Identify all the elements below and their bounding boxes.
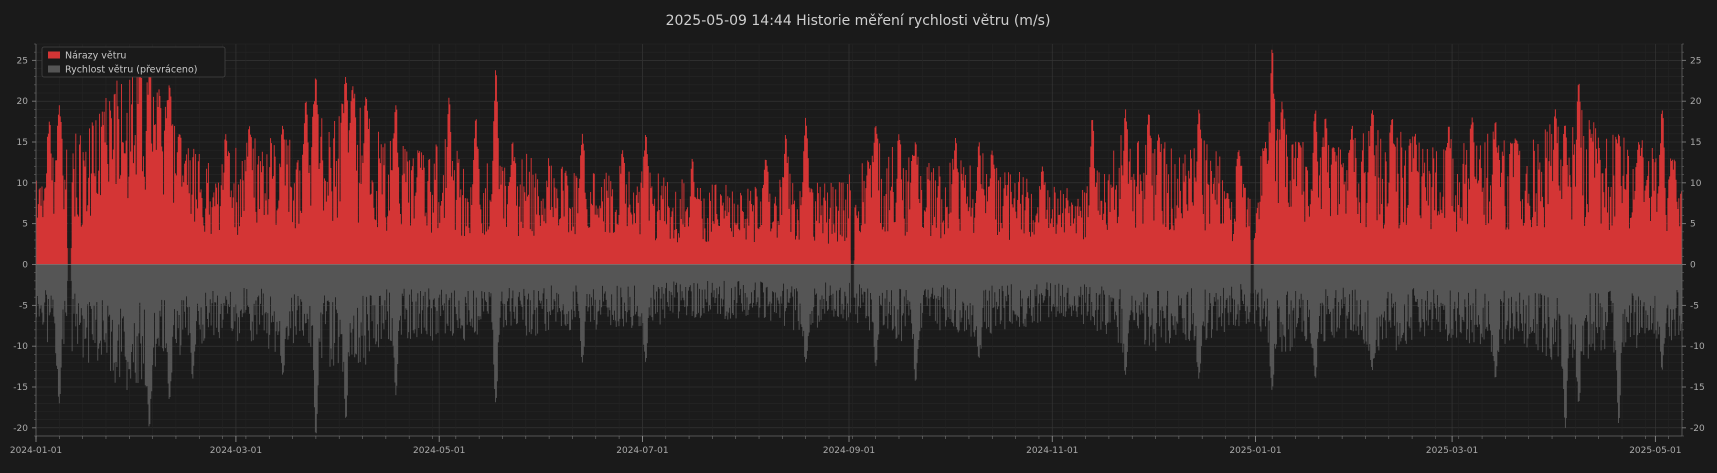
data-gap [67, 215, 71, 281]
y-tick-label: 10 [17, 179, 29, 189]
legend-label-gusts: Nárazy větru [65, 51, 126, 62]
x-tick-label: 2025-03-01 [1426, 446, 1478, 456]
y-tick-label: 0 [22, 261, 28, 271]
y-tick-label-right: -20 [1690, 424, 1705, 434]
y-tick-label-right: 15 [1690, 138, 1701, 148]
x-tick-label: 2025-05-01 [1629, 446, 1681, 456]
y-tick-label-right: -5 [1690, 301, 1699, 311]
x-tick-label: 2025-01-01 [1229, 446, 1281, 456]
y-tick-label: -20 [13, 424, 28, 434]
x-tick-label: 2024-09-01 [823, 446, 875, 456]
y-tick-label-right: -15 [1690, 383, 1705, 393]
y-tick-label-right: 10 [1690, 179, 1702, 189]
y-tick-label-right: 25 [1690, 56, 1701, 66]
chart-title: 2025-05-09 14:44 Historie měření rychlos… [666, 13, 1051, 29]
x-tick-label: 2024-11-01 [1026, 446, 1078, 456]
y-tick-label: -10 [13, 342, 28, 352]
speed-bars [36, 264, 1683, 434]
legend: Nárazy větru Rychlost větru (převráceno) [41, 46, 226, 78]
legend-label-speed: Rychlost větru (převráceno) [65, 65, 197, 76]
legend-swatch-gusts [48, 51, 60, 59]
x-tick-label: 2024-05-01 [413, 446, 465, 456]
y-tick-label-right: -10 [1690, 342, 1705, 352]
x-tick-label: 2024-03-01 [210, 446, 262, 456]
y-tick-label: -15 [13, 383, 28, 393]
gust-bars [36, 49, 1683, 265]
y-tick-label: 5 [22, 220, 28, 230]
y-tick-label-right: 0 [1690, 261, 1696, 271]
legend-box [41, 46, 226, 78]
data-gap [850, 215, 854, 298]
legend-swatch-speed [48, 65, 60, 73]
y-tick-label-right: 20 [1690, 97, 1702, 107]
bars-layer [36, 49, 1683, 434]
y-tick-label: 25 [17, 56, 28, 66]
y-tick-label: 15 [17, 138, 28, 148]
x-tick-label: 2024-01-01 [10, 446, 62, 456]
y-tick-label: 20 [17, 97, 29, 107]
y-tick-label: -5 [19, 301, 28, 311]
data-gap [1250, 215, 1254, 294]
y-tick-label-right: 5 [1690, 220, 1696, 230]
x-tick-label: 2024-07-01 [616, 446, 668, 456]
